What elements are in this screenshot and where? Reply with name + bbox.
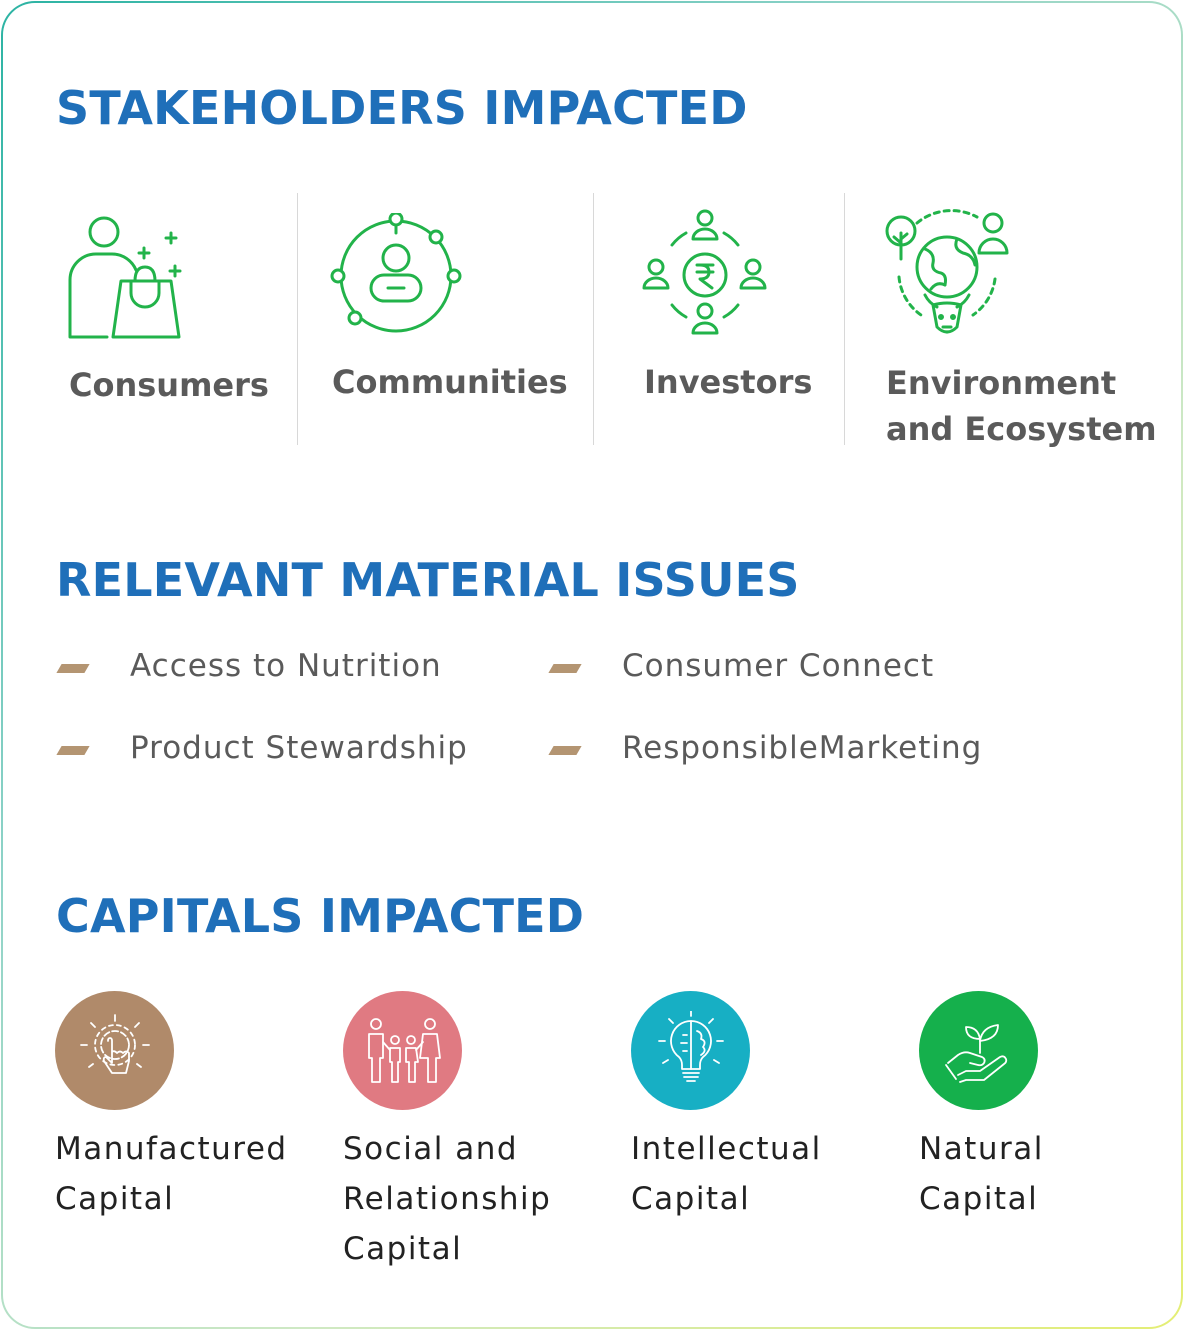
stakeholder-environment: Environment and Ecosystem [845,193,1165,448]
issues-title: RELEVANT MATERIAL ISSUES [56,553,800,607]
bullet-mark [56,746,90,755]
lightbulb-brain-icon [657,1010,724,1082]
capital-label: Intellectual Capital [631,1131,822,1217]
capitals-title: CAPITALS IMPACTED [56,889,585,943]
stakeholder-investors: Investors [594,193,844,445]
issue-label: Consumer Connect [622,648,935,684]
community-network-icon [330,213,462,333]
capital-badge [919,991,1038,1110]
people-group-icon [367,1017,441,1083]
card: STAKEHOLDERS IMPACTED Consumers [3,3,1181,1327]
bullet-mark [548,746,582,755]
capital-label: Natural Capital [919,1131,1044,1217]
stakeholder-label: Consumers [69,366,269,404]
issue-label: Access to Nutrition [130,648,442,684]
stakeholder-consumers: Consumers [3,193,296,445]
stakeholders-title: STAKEHOLDERS IMPACTED [56,81,748,135]
environment-globe-icon [885,209,1009,334]
hand-plant-icon [944,1023,1007,1083]
issue-item: Product Stewardship [56,730,519,770]
stakeholder-label: Communities [332,363,568,401]
issue-item: Consumer Connect [548,648,1011,688]
issue-item: Access to Nutrition [56,648,519,688]
bullet-mark [56,664,90,673]
investors-rupee-icon [642,209,767,335]
capital-label: Social and Relationship Capital [343,1131,552,1267]
capital-badge [55,991,174,1110]
capital-label: Manufactured Capital [55,1131,288,1217]
stakeholder-communities: Communities [298,193,593,445]
stakeholder-label: Investors [644,363,813,401]
issue-label: ResponsibleMarketing [622,730,983,766]
issue-item: ResponsibleMarketing [548,730,1011,770]
gear-hand-icon [79,1013,150,1074]
divider [844,193,845,445]
divider [593,193,594,445]
consumer-shopping-bag-icon [68,216,182,339]
bullet-mark [548,664,582,673]
divider [297,193,298,445]
issue-label: Product Stewardship [130,730,468,766]
stakeholder-label: Environment and Ecosystem [886,364,1157,448]
capital-badge [631,991,750,1110]
capital-badge [343,991,462,1110]
